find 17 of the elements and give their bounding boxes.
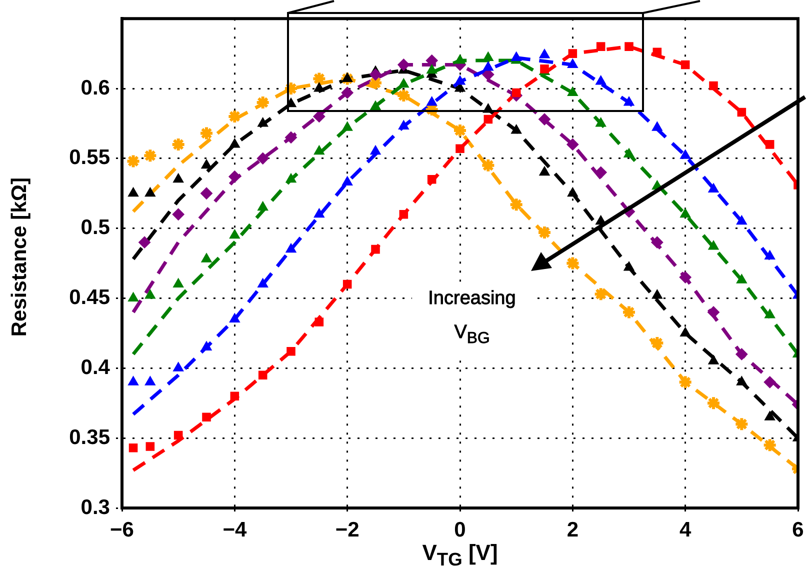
annotation: Increasing V$_{BG}$ xyxy=(412,282,532,356)
x-tick-label: 2 xyxy=(566,518,579,542)
y-tick-label: 0.6 xyxy=(80,76,110,100)
y-tick-label: 0.55 xyxy=(69,146,110,170)
y-tick-label: 0.35 xyxy=(69,426,110,449)
y-tick-label: 0.4 xyxy=(80,356,110,379)
x-axis-title: V$_{TG}$ [V] xyxy=(421,540,499,570)
y-tick-label: 0.45 xyxy=(69,286,110,310)
x-tick-label: −2 xyxy=(335,518,360,542)
x-tick-label: −6 xyxy=(110,518,134,542)
x-tick-label: 0 xyxy=(454,518,466,542)
x-tick-label: 6 xyxy=(792,518,804,542)
y-axis-title: Resistance [kΩ] xyxy=(8,176,32,339)
x-tick-label: −4 xyxy=(222,518,247,542)
x-tick-label: 4 xyxy=(679,518,692,542)
y-tick-label: 0.5 xyxy=(80,216,110,240)
y-tick-label: 0.3 xyxy=(80,496,110,519)
